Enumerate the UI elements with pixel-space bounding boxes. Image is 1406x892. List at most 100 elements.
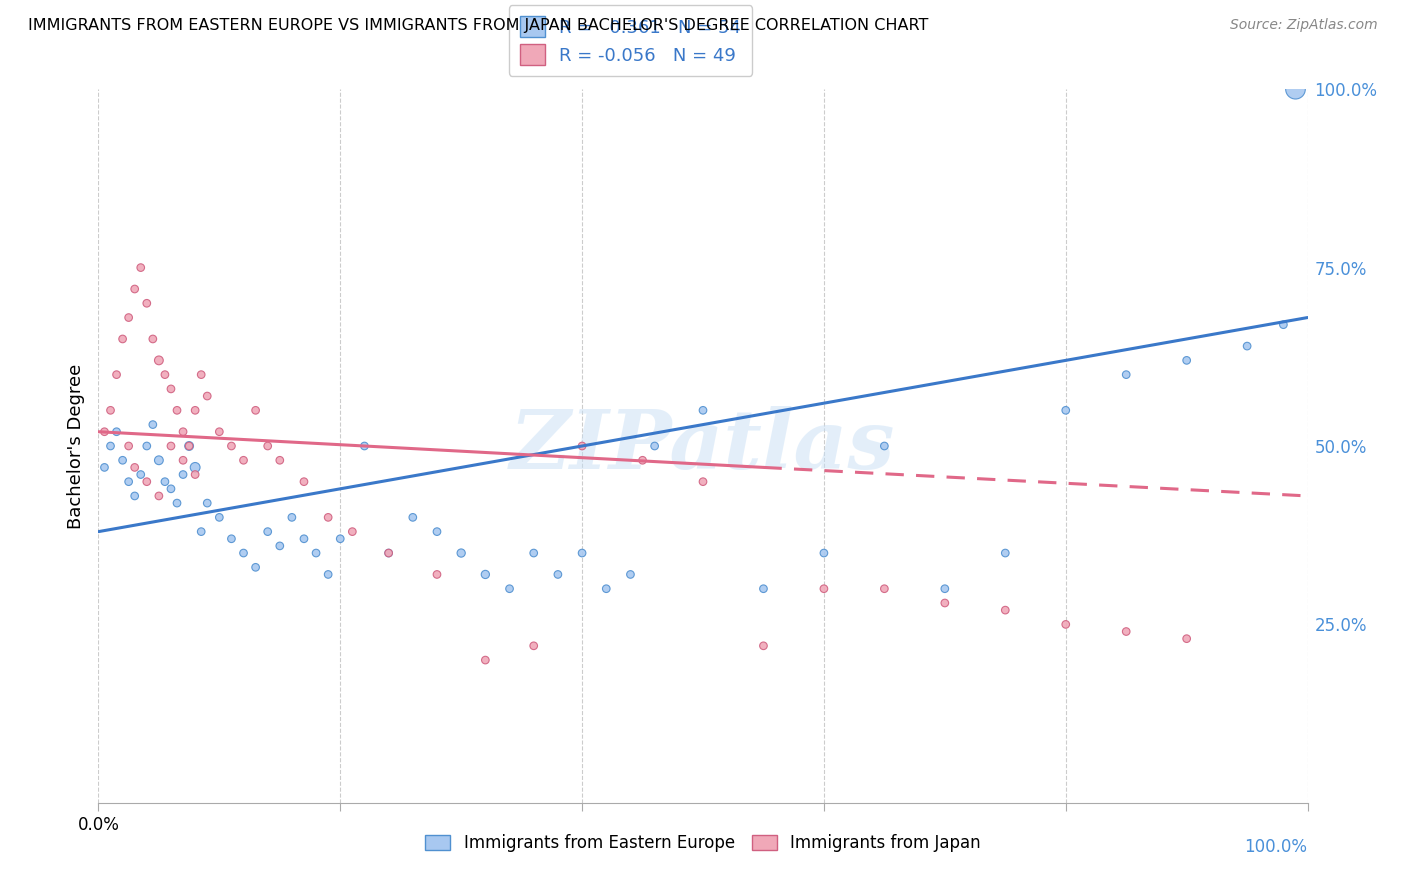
Point: [135, 439, 157, 453]
Point: [124, 282, 146, 296]
Point: [474, 567, 496, 582]
Point: [118, 475, 141, 489]
Point: [153, 475, 176, 489]
Point: [619, 567, 641, 582]
Point: [256, 439, 278, 453]
Point: [269, 539, 291, 553]
Point: [631, 453, 654, 467]
Point: [142, 332, 165, 346]
Text: 100.0%: 100.0%: [1244, 838, 1308, 856]
Point: [221, 439, 243, 453]
Point: [190, 524, 212, 539]
Point: [752, 582, 775, 596]
Point: [184, 403, 207, 417]
Point: [571, 546, 593, 560]
Point: [195, 389, 218, 403]
Point: [179, 439, 201, 453]
Point: [256, 524, 278, 539]
Point: [160, 482, 183, 496]
Point: [100, 439, 122, 453]
Point: [124, 489, 146, 503]
Point: [1054, 403, 1077, 417]
Point: [813, 546, 835, 560]
Point: [160, 439, 183, 453]
Point: [1284, 82, 1306, 96]
Point: [153, 368, 176, 382]
Point: [1115, 624, 1137, 639]
Point: [148, 489, 170, 503]
Point: [994, 546, 1017, 560]
Point: [172, 453, 194, 467]
Y-axis label: Bachelor's Degree: Bachelor's Degree: [66, 363, 84, 529]
Point: [129, 467, 152, 482]
Point: [172, 467, 194, 482]
Point: [523, 639, 546, 653]
Point: [166, 403, 188, 417]
Point: [105, 368, 128, 382]
Point: [547, 567, 569, 582]
Point: [208, 510, 231, 524]
Point: [269, 453, 291, 467]
Point: [118, 439, 141, 453]
Point: [124, 460, 146, 475]
Point: [142, 417, 165, 432]
Point: [402, 510, 425, 524]
Point: [166, 496, 188, 510]
Point: [208, 425, 231, 439]
Point: [1054, 617, 1077, 632]
Point: [316, 567, 339, 582]
Point: [93, 425, 115, 439]
Point: [342, 524, 364, 539]
Point: [105, 425, 128, 439]
Point: [100, 403, 122, 417]
Point: [160, 382, 183, 396]
Point: [179, 439, 201, 453]
Point: [1115, 368, 1137, 382]
Point: [292, 532, 315, 546]
Point: [329, 532, 352, 546]
Point: [305, 546, 328, 560]
Point: [129, 260, 152, 275]
Point: [752, 639, 775, 653]
Point: [281, 510, 304, 524]
Point: [148, 353, 170, 368]
Point: [571, 439, 593, 453]
Point: [498, 582, 520, 596]
Point: [184, 467, 207, 482]
Point: [118, 310, 141, 325]
Point: [195, 496, 218, 510]
Point: [523, 546, 546, 560]
Point: [450, 546, 472, 560]
Point: [994, 603, 1017, 617]
Point: [644, 439, 666, 453]
Point: [232, 453, 254, 467]
Point: [692, 475, 714, 489]
Point: [245, 403, 267, 417]
Point: [292, 475, 315, 489]
Point: [245, 560, 267, 574]
Point: [353, 439, 375, 453]
Point: [93, 460, 115, 475]
Point: [873, 582, 896, 596]
Point: [184, 460, 207, 475]
Point: [813, 582, 835, 596]
Text: Source: ZipAtlas.com: Source: ZipAtlas.com: [1230, 18, 1378, 32]
Point: [316, 510, 339, 524]
Point: [221, 532, 243, 546]
Point: [426, 567, 449, 582]
Point: [474, 653, 496, 667]
Point: [135, 475, 157, 489]
Point: [111, 453, 134, 467]
Point: [377, 546, 399, 560]
Point: [232, 546, 254, 560]
Point: [1272, 318, 1295, 332]
Point: [1175, 353, 1198, 368]
Point: [595, 582, 617, 596]
Point: [934, 582, 956, 596]
Point: [377, 546, 399, 560]
Point: [148, 453, 170, 467]
Point: [111, 332, 134, 346]
Point: [135, 296, 157, 310]
Point: [692, 403, 714, 417]
Point: [873, 439, 896, 453]
